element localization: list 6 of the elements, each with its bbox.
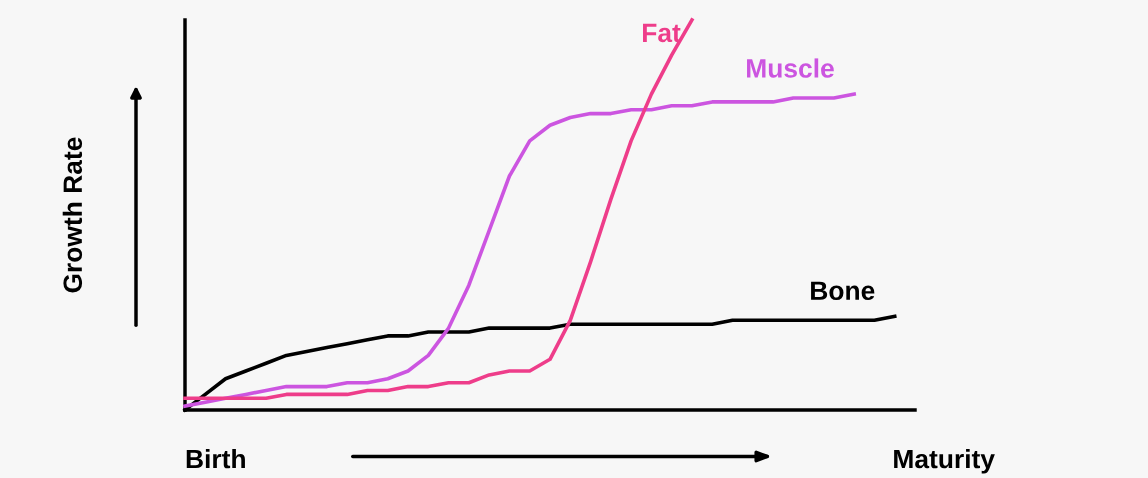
y-axis-title: Growth Rate [62,137,83,293]
series-label: Fat [643,23,681,43]
text: Birth [186,448,245,469]
series-label: Bone [811,281,875,301]
series-label: Muscle [747,58,834,78]
text: Maturity [894,448,995,474]
